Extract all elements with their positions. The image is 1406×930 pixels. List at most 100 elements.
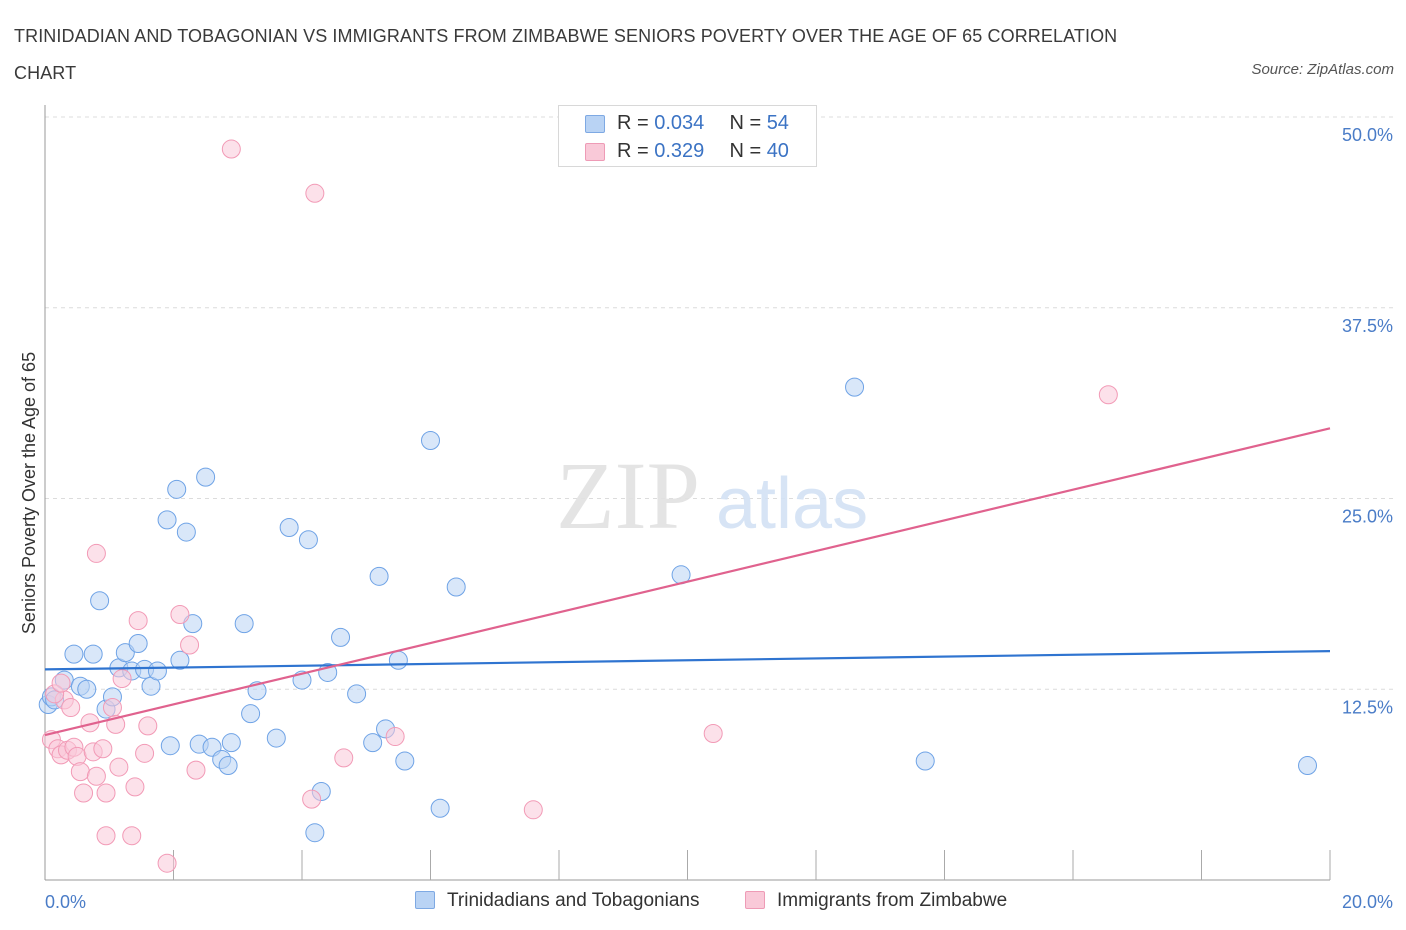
data-point-trinidadians — [64, 644, 84, 664]
axes — [44, 105, 1331, 881]
data-point-trinidadians — [421, 431, 440, 451]
data-point-trinidadians — [77, 679, 97, 699]
data-point-trinidadians — [347, 684, 367, 704]
data-point-trinidadians — [446, 577, 466, 597]
data-point-trinidadians — [170, 650, 190, 670]
legend-swatch-pink — [745, 891, 765, 909]
data-point-zimbabwe — [180, 635, 200, 655]
data-point-zimbabwe — [334, 748, 354, 768]
data-point-trinidadians — [115, 643, 135, 663]
legend-n-label: N = — [729, 112, 767, 134]
x-tick-label: 0.0% — [45, 892, 86, 912]
data-point-trinidadians — [160, 736, 180, 756]
y-tick-label: 37.5% — [1342, 316, 1393, 336]
data-point-trinidadians — [331, 627, 351, 647]
data-point-trinidadians — [90, 591, 110, 611]
legend-swatch-blue — [585, 115, 605, 133]
trend-lines — [44, 427, 1331, 737]
data-point-trinidadians — [363, 733, 383, 753]
trend-line-zimbabwe — [44, 427, 1331, 737]
data-point-zimbabwe — [302, 789, 322, 809]
watermark-atlas: atlas — [716, 464, 868, 544]
data-point-zimbabwe — [1098, 385, 1118, 405]
data-point-zimbabwe — [96, 783, 116, 803]
legend-r-label: R = — [617, 112, 655, 134]
data-point-zimbabwe — [122, 826, 142, 846]
x-tick-label: 20.0% — [1342, 892, 1393, 912]
source-credit: Source: ZipAtlas.com — [1251, 61, 1394, 78]
data-point-zimbabwe — [74, 783, 94, 803]
data-point-zimbabwe — [703, 724, 723, 744]
data-point-zimbabwe — [305, 183, 325, 203]
stats-legend: R = 0.034 N = 54 R = 0.329 N = 40 — [558, 105, 817, 167]
data-point-trinidadians — [221, 733, 241, 753]
tick-labels: 12.5% 25.0% 37.5% 50.0% 0.0% 20.0% — [45, 125, 1393, 912]
data-point-trinidadians — [196, 467, 216, 487]
legend-label-trinidadians: Trinidadians and Tobagonians — [447, 890, 700, 911]
grid-lines — [45, 116, 1395, 690]
legend-r-label: R = — [617, 140, 655, 162]
data-point-zimbabwe — [186, 760, 206, 780]
legend-swatch-blue — [415, 891, 435, 909]
legend-n-value: 40 — [766, 140, 789, 162]
data-point-zimbabwe — [102, 698, 122, 718]
data-point-trinidadians — [1298, 756, 1318, 776]
data-point-zimbabwe — [125, 777, 145, 797]
watermark: ZIP atlas — [556, 442, 868, 549]
data-point-zimbabwe — [86, 766, 106, 786]
data-point-zimbabwe — [221, 139, 241, 159]
y-tick-label: 50.0% — [1342, 125, 1393, 145]
legend-item-zimbabwe: Immigrants from Zimbabwe — [745, 890, 1007, 912]
legend-n-value: 54 — [766, 112, 789, 134]
chart-title: TRINIDADIAN AND TOBAGONIAN VS IMMIGRANTS… — [14, 26, 1118, 83]
legend-r-value: 0.034 — [654, 112, 705, 134]
data-point-trinidadians — [147, 661, 167, 681]
data-point-zimbabwe — [138, 716, 158, 736]
data-point-trinidadians — [369, 566, 389, 586]
y-axis-label: Seniors Poverty Over the Age of 65 — [19, 352, 39, 634]
data-point-trinidadians — [266, 728, 286, 748]
legend-swatch-pink — [585, 143, 605, 161]
series-zimbabwe-points — [41, 139, 1118, 873]
data-point-trinidadians — [167, 479, 187, 499]
data-point-zimbabwe — [170, 604, 190, 624]
data-point-zimbabwe — [70, 762, 90, 782]
data-point-zimbabwe — [112, 669, 132, 689]
data-point-trinidadians — [395, 751, 415, 771]
legend-r-value: 0.329 — [654, 140, 705, 162]
data-point-zimbabwe — [135, 743, 155, 763]
y-tick-label: 12.5% — [1342, 697, 1393, 717]
trend-line-trinidadians — [44, 650, 1331, 671]
data-point-trinidadians — [241, 704, 261, 724]
data-point-zimbabwe — [61, 698, 81, 718]
watermark-zip: ZIP — [556, 442, 700, 549]
data-point-trinidadians — [430, 798, 450, 818]
data-point-trinidadians — [915, 751, 935, 771]
data-point-zimbabwe — [93, 739, 113, 759]
data-point-zimbabwe — [51, 673, 71, 693]
data-point-trinidadians — [234, 614, 254, 634]
data-point-trinidadians — [176, 522, 196, 542]
data-point-trinidadians — [845, 377, 865, 397]
data-point-trinidadians — [83, 644, 103, 664]
data-point-trinidadians — [157, 510, 177, 530]
legend-label-zimbabwe: Immigrants from Zimbabwe — [777, 890, 1008, 911]
data-point-zimbabwe — [157, 853, 177, 873]
data-point-trinidadians — [218, 756, 238, 776]
data-point-trinidadians — [305, 823, 325, 843]
legend-n-label: N = — [729, 140, 767, 162]
data-point-trinidadians — [298, 530, 318, 550]
y-tick-label: 25.0% — [1342, 507, 1393, 527]
data-point-trinidadians — [183, 614, 203, 634]
data-point-trinidadians — [279, 517, 299, 537]
data-point-zimbabwe — [86, 543, 106, 563]
data-point-zimbabwe — [109, 757, 129, 777]
data-point-trinidadians — [128, 633, 148, 653]
data-point-zimbabwe — [96, 826, 116, 846]
data-point-zimbabwe — [523, 800, 543, 820]
legend-item-trinidadians: Trinidadians and Tobagonians — [415, 890, 699, 912]
data-point-zimbabwe — [128, 611, 148, 631]
data-point-zimbabwe — [385, 727, 405, 747]
data-point-trinidadians — [388, 650, 408, 670]
